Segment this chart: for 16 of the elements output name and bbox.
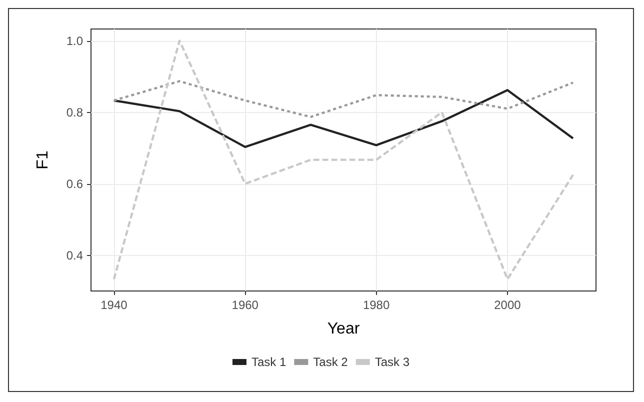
y-tick-label: 0.4 xyxy=(66,248,84,262)
line-series xyxy=(112,80,574,118)
x-tick-label: 1960 xyxy=(232,298,259,312)
y-tick-label: 1.0 xyxy=(66,34,84,48)
y-tick-label: 0.6 xyxy=(66,176,84,191)
y-tick-label: 0.8 xyxy=(66,105,84,120)
legend-label: Task 1 xyxy=(251,355,286,369)
line-series xyxy=(112,40,574,280)
legend-label: Task 3 xyxy=(374,355,410,369)
x-tick-label: 2000 xyxy=(494,298,522,312)
x-axis-title: Year xyxy=(327,320,360,338)
y-axis-title: F1 xyxy=(34,150,52,170)
x-tick-label: 1940 xyxy=(100,298,128,312)
x-tick-label: 1980 xyxy=(362,298,390,312)
line-series xyxy=(112,89,574,148)
legend-label: Task 2 xyxy=(313,355,348,369)
